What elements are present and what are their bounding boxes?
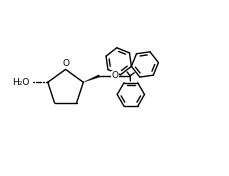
Polygon shape <box>83 75 100 82</box>
Text: H₂O: H₂O <box>12 78 30 87</box>
Text: O: O <box>111 71 118 80</box>
Text: O: O <box>62 59 69 68</box>
